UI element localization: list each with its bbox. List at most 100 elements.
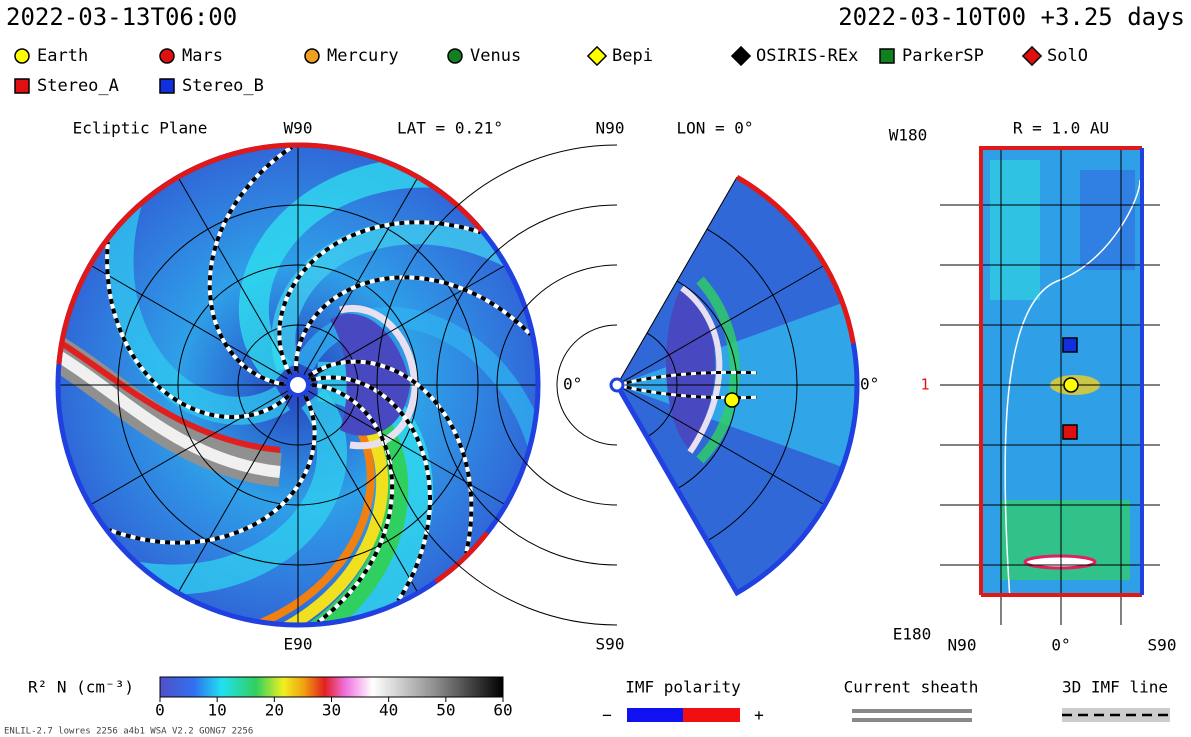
sheath-title: Current sheath <box>844 678 979 697</box>
right-label: 0° <box>860 375 879 394</box>
cme-front <box>58 327 281 453</box>
legend-label: SolO <box>1047 46 1088 66</box>
field-patch <box>1080 170 1135 270</box>
cme-shell <box>339 305 419 450</box>
legend-label: Mars <box>182 46 223 66</box>
density-band <box>105 145 291 425</box>
y-label: 1 <box>920 376 929 394</box>
boundary-blue <box>614 342 860 597</box>
legend: Earth Mars Mercury Venus Bepi OSIRIS-REx Parke… <box>14 45 1088 96</box>
imf-line-title: 3D IMF line <box>1062 678 1168 697</box>
current-sheath-line <box>1004 179 1141 601</box>
grid-spoke <box>177 384 299 594</box>
cme-shell <box>680 285 723 454</box>
top-label: W90 <box>284 119 313 138</box>
grid-spoke <box>616 176 738 386</box>
grid-spoke <box>177 176 299 386</box>
cme-cavity <box>666 290 716 450</box>
field-line <box>293 275 533 372</box>
x-label: S90 <box>1148 636 1177 655</box>
imf-negative <box>627 708 683 722</box>
colorbar-tick-label: 20 <box>265 701 284 720</box>
right-label: 0° <box>563 375 582 394</box>
legend-label: OSIRIS-REx <box>756 46 858 66</box>
x-label: N90 <box>948 636 977 655</box>
imf-positive <box>683 708 740 722</box>
marker <box>14 48 30 64</box>
sun <box>609 377 625 393</box>
marker <box>586 45 608 67</box>
grid <box>940 148 1160 625</box>
density-band <box>696 276 740 464</box>
grid-arc <box>376 144 618 626</box>
legend-label: Venus <box>470 46 521 66</box>
meridional-panel: N90 LON = 0° S90 0° <box>376 119 879 654</box>
colorbar: R² N (cm⁻³) 0 10 20 30 40 50 60 <box>28 676 513 720</box>
colorbar-tick-label: 40 <box>379 701 398 720</box>
top-label: N90 <box>596 119 625 138</box>
marker <box>1062 424 1078 440</box>
colorbar-tick-label: 0 <box>155 701 165 720</box>
grid-spoke <box>297 176 419 386</box>
legend-label: Mercury <box>327 46 399 66</box>
field-line <box>207 145 294 387</box>
marker <box>879 48 895 64</box>
legend-label: Earth <box>37 46 88 66</box>
colorbar-tick-label: 50 <box>436 701 455 720</box>
colorbar-tick-label: 10 <box>208 701 227 720</box>
colorbar-label: R² N (cm⁻³) <box>28 678 134 697</box>
grid-spoke <box>616 264 826 386</box>
boundary-red <box>979 146 1142 597</box>
density-band <box>253 391 409 625</box>
field-line <box>310 375 433 602</box>
field-line <box>105 241 291 420</box>
lat-label: LAT = 0.21° <box>397 119 503 138</box>
marker <box>14 78 30 94</box>
marker <box>724 392 740 408</box>
grid <box>376 144 860 626</box>
field-line <box>311 382 395 624</box>
marker <box>159 78 175 94</box>
marker <box>447 48 463 64</box>
run-label: 2022-03-10T00 +3.25 days <box>838 3 1185 31</box>
density-field <box>58 145 538 625</box>
legend-label: Stereo_B <box>182 76 264 96</box>
field-line <box>307 359 474 554</box>
marker <box>304 48 320 64</box>
legend-label: Bepi <box>612 46 653 66</box>
grid-spoke <box>297 384 419 594</box>
cme-cavity <box>330 313 410 436</box>
top-left-label: W180 <box>889 126 928 145</box>
panel-title: R = 1.0 AU <box>1013 119 1109 138</box>
grid-arc <box>496 264 618 506</box>
bottom-label: S90 <box>596 635 625 654</box>
density-band <box>73 388 348 595</box>
density-band <box>271 220 538 372</box>
density-band <box>238 157 494 385</box>
grid-arc <box>436 204 618 566</box>
field-line <box>108 395 317 545</box>
grid <box>58 145 538 625</box>
footer: ENLIL-2.7 lowres 2256 a4b1 WSA V2.2 GONG… <box>4 727 253 737</box>
cme-front <box>58 346 281 478</box>
field-line <box>616 370 757 387</box>
ecliptic-panel: Ecliptic Plane W90 LAT = 0.21° E90 0° <box>55 119 582 654</box>
grid-spoke <box>616 384 826 506</box>
marker <box>1063 377 1079 393</box>
grid-spoke <box>89 264 299 386</box>
legend-label: Stereo_A <box>37 76 119 96</box>
lon-label: LON = 0° <box>676 119 753 138</box>
marker <box>1021 45 1043 67</box>
imf-minus: − <box>602 706 612 725</box>
field-line <box>277 220 482 375</box>
grid-spoke <box>89 384 299 506</box>
radial-panel: W180 R = 1.0 AU E180 N90 0° S90 1 <box>889 119 1177 655</box>
sun <box>286 373 310 397</box>
marker <box>1062 337 1078 353</box>
imf-plus: + <box>754 706 764 725</box>
boundary-red <box>735 174 856 344</box>
x-label: 0° <box>1051 636 1070 655</box>
